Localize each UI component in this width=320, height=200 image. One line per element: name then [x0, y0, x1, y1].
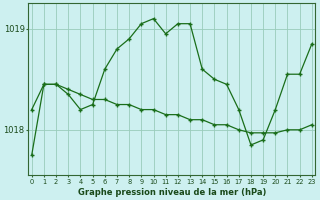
X-axis label: Graphe pression niveau de la mer (hPa): Graphe pression niveau de la mer (hPa): [77, 188, 266, 197]
